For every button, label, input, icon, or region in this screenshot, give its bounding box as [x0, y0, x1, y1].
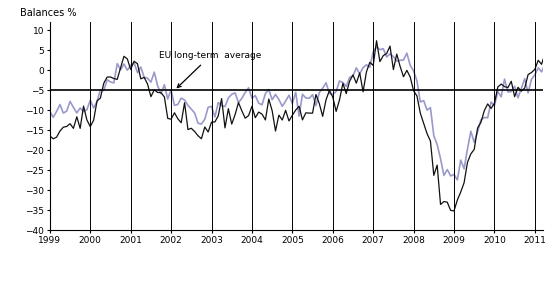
Text: EU long-term  average: EU long-term average	[159, 51, 261, 88]
Line: EA: EA	[50, 41, 554, 211]
EA	[269, 109, 275, 112]
EA	[451, 209, 458, 213]
EU	[501, 78, 508, 81]
Line: EU: EU	[50, 25, 554, 180]
EA	[198, 137, 205, 140]
EU	[531, 73, 538, 77]
EU	[454, 178, 461, 182]
EU	[198, 122, 205, 126]
EA	[535, 58, 541, 62]
Legend: EU, EA: EU, EA	[240, 279, 352, 281]
EU	[47, 110, 53, 113]
EA	[505, 86, 511, 89]
EU	[269, 98, 275, 101]
Text: Balances %: Balances %	[20, 8, 77, 18]
EA	[373, 39, 380, 42]
EA	[495, 85, 501, 89]
EU	[491, 104, 497, 107]
EA	[47, 134, 53, 138]
